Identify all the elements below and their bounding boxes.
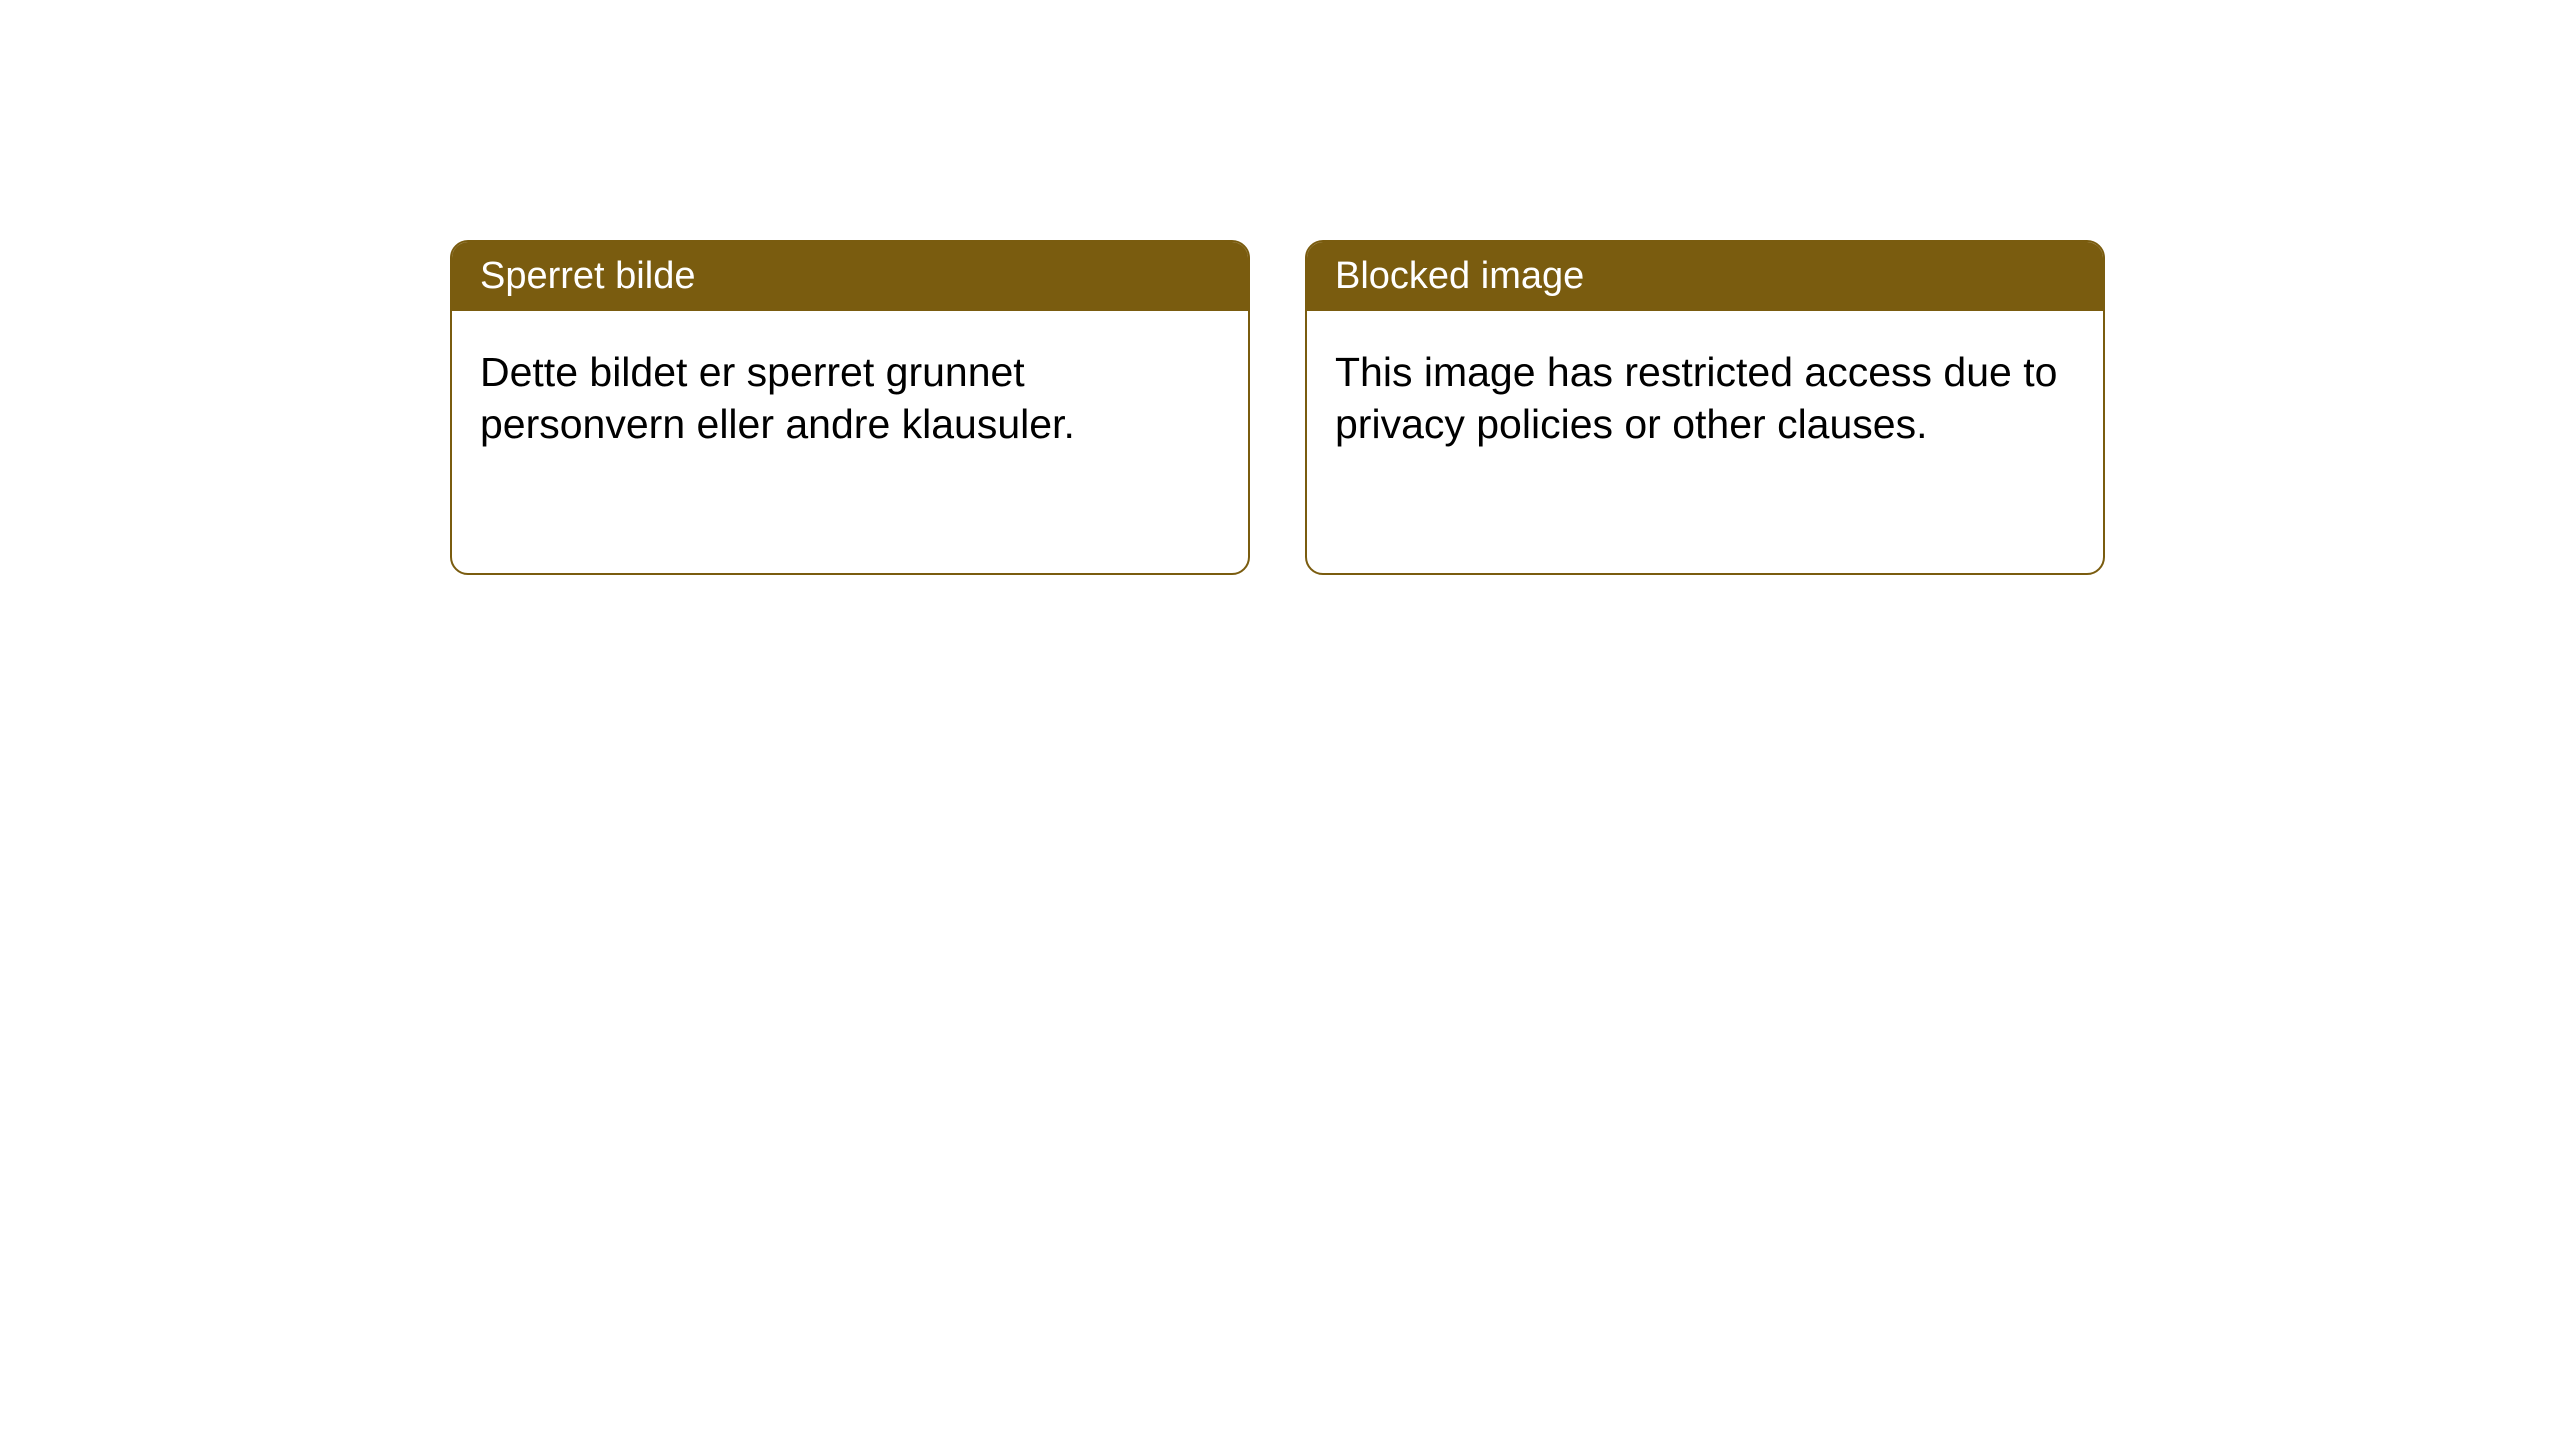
card-header: Blocked image	[1307, 242, 2103, 311]
card-body: This image has restricted access due to …	[1307, 311, 2103, 478]
notice-card-norwegian: Sperret bilde Dette bildet er sperret gr…	[450, 240, 1250, 575]
card-body: Dette bildet er sperret grunnet personve…	[452, 311, 1248, 478]
card-body-text: This image has restricted access due to …	[1335, 349, 2057, 447]
notice-container: Sperret bilde Dette bildet er sperret gr…	[450, 240, 2105, 575]
card-body-text: Dette bildet er sperret grunnet personve…	[480, 349, 1075, 447]
card-header: Sperret bilde	[452, 242, 1248, 311]
card-title: Blocked image	[1335, 255, 1584, 297]
notice-card-english: Blocked image This image has restricted …	[1305, 240, 2105, 575]
card-title: Sperret bilde	[480, 255, 695, 297]
